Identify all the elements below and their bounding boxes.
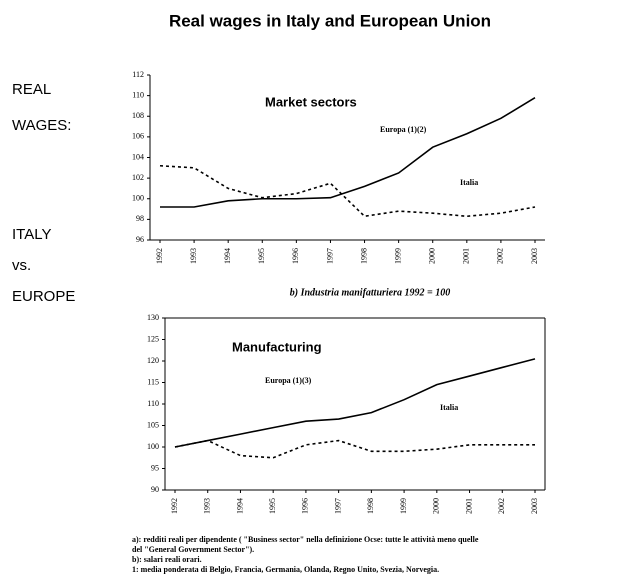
x-tick-label: 2000 xyxy=(428,248,437,264)
y-tick-label: 108 xyxy=(132,111,144,120)
y-tick-label: 110 xyxy=(147,399,159,408)
x-tick-label: 2003 xyxy=(530,498,539,514)
y-tick-label: 90 xyxy=(151,485,159,494)
page-title: Real wages in Italy and European Union xyxy=(169,11,491,30)
side-label: EUROPE xyxy=(12,288,75,305)
series-label: Italia xyxy=(440,403,458,412)
y-tick-label: 96 xyxy=(136,235,144,244)
series-label: Europa (1)(2) xyxy=(380,125,427,134)
x-tick-label: 1995 xyxy=(268,498,277,514)
y-tick-label: 115 xyxy=(147,377,159,386)
series-line xyxy=(159,164,536,218)
y-tick-label: 100 xyxy=(132,194,144,203)
series-line xyxy=(160,97,536,208)
x-tick-label: 1994 xyxy=(235,498,244,514)
x-tick-label: 1999 xyxy=(399,498,408,514)
x-tick-label: 1992 xyxy=(170,498,179,514)
series-label: Europa (1)(3) xyxy=(265,376,312,385)
x-tick-label: 1995 xyxy=(257,248,266,264)
series-line xyxy=(174,439,535,459)
x-tick-label: 2002 xyxy=(497,498,506,514)
y-tick-label: 98 xyxy=(136,214,144,223)
series-label: Italia xyxy=(460,178,478,187)
x-tick-label: 2001 xyxy=(462,248,471,264)
chart-annotation: Manufacturing xyxy=(232,339,322,354)
series-line xyxy=(174,358,536,448)
x-tick-label: 1997 xyxy=(333,498,342,514)
y-tick-label: 105 xyxy=(147,420,159,429)
y-tick-label: 95 xyxy=(151,463,159,472)
x-tick-label: 1998 xyxy=(366,498,375,514)
y-tick-label: 112 xyxy=(132,70,144,79)
footnote: del "General Government Sector"). xyxy=(132,545,254,554)
footnote: b): salari reali orari. xyxy=(132,555,202,564)
x-tick-label: 1998 xyxy=(359,248,368,264)
y-tick-label: 130 xyxy=(147,313,159,322)
x-tick-label: 1996 xyxy=(301,498,310,514)
side-label: WAGES: xyxy=(12,117,71,134)
x-tick-label: 2000 xyxy=(432,498,441,514)
x-tick-label: 1992 xyxy=(155,248,164,264)
y-tick-label: 104 xyxy=(132,152,144,161)
subtitle: b) Industria manifatturiera 1992 = 100 xyxy=(290,287,450,298)
x-tick-label: 1999 xyxy=(393,248,402,264)
y-tick-label: 106 xyxy=(132,132,144,141)
side-label: vs. xyxy=(12,257,31,274)
x-tick-label: 1996 xyxy=(291,248,300,264)
y-tick-label: 125 xyxy=(147,334,159,343)
footnote: a): redditi reali per dipendente ( "Busi… xyxy=(132,535,479,544)
x-tick-label: 1993 xyxy=(189,248,198,264)
y-tick-label: 100 xyxy=(147,442,159,451)
x-tick-label: 2003 xyxy=(530,248,539,264)
x-tick-label: 2001 xyxy=(464,498,473,514)
side-label: REAL xyxy=(12,81,51,98)
y-tick-label: 110 xyxy=(132,90,144,99)
y-tick-label: 102 xyxy=(132,173,144,182)
x-tick-label: 1997 xyxy=(325,248,334,264)
x-tick-label: 1994 xyxy=(223,248,232,264)
side-label: ITALY xyxy=(12,226,51,243)
y-tick-label: 120 xyxy=(147,356,159,365)
chart-annotation: Market sectors xyxy=(265,94,357,109)
footnote: 1: media ponderata di Belgio, Francia, G… xyxy=(132,565,439,574)
x-tick-label: 2002 xyxy=(496,248,505,264)
x-tick-label: 1993 xyxy=(203,498,212,514)
